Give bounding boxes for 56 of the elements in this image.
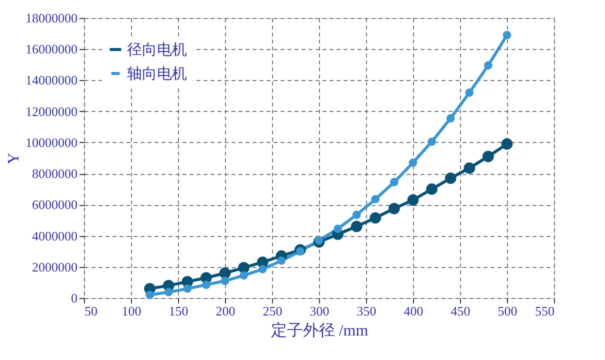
point	[482, 150, 494, 162]
y-tick-label: 16000000	[26, 42, 78, 57]
point	[408, 158, 418, 167]
point	[352, 210, 361, 219]
y-tick-label: 2000000	[32, 259, 78, 274]
y-tick-label: 6000000	[32, 197, 78, 212]
point	[371, 195, 380, 204]
point	[370, 212, 382, 224]
x-tick-label: 50	[84, 304, 98, 318]
point	[407, 194, 419, 206]
point	[164, 288, 173, 296]
x-tick-label: 200	[216, 304, 236, 318]
x-tick-label: 300	[310, 304, 330, 318]
point	[465, 88, 474, 97]
point	[258, 265, 267, 274]
point	[183, 284, 192, 293]
x-tick-label: 400	[404, 304, 424, 318]
legend-label: 径向电机	[127, 42, 187, 58]
point	[390, 178, 398, 186]
point	[426, 183, 438, 195]
y-tick-label: 10000000	[26, 134, 78, 150]
y-tick-label: 12000000	[26, 104, 78, 119]
point	[238, 262, 250, 274]
y-tick-label: 0	[71, 290, 78, 306]
x-tick-label: 350	[356, 304, 376, 318]
point	[444, 172, 456, 184]
x-tick-label: 100	[122, 304, 142, 318]
y-axis-title: Y	[6, 152, 22, 164]
point	[446, 114, 455, 123]
point	[277, 256, 286, 265]
point	[334, 224, 342, 233]
point	[350, 220, 362, 232]
y-tick-label: 4000000	[32, 228, 78, 244]
y-tick-label: 14000000	[26, 72, 78, 88]
point	[219, 267, 231, 279]
point	[296, 247, 304, 256]
point	[501, 138, 513, 150]
point	[314, 236, 324, 245]
point	[202, 280, 210, 289]
point	[388, 202, 400, 214]
x-tick-label: 250	[262, 304, 282, 318]
legend-label: 轴向电机	[127, 66, 187, 82]
x-tick-label: 150	[168, 304, 188, 318]
point	[220, 276, 230, 286]
y-tick-label: 18000000	[26, 10, 78, 26]
point	[240, 271, 248, 280]
point	[428, 137, 436, 146]
x-tick-label: 500	[498, 304, 518, 318]
x-tick-label: 450	[450, 304, 470, 318]
point	[464, 162, 476, 174]
point	[502, 30, 512, 40]
point	[484, 61, 492, 70]
point	[146, 290, 154, 300]
y-tick-label: 8000000	[32, 166, 78, 182]
x-tick-label: 550	[535, 304, 554, 318]
x-axis-title: 定子外径 /mm	[270, 322, 369, 340]
